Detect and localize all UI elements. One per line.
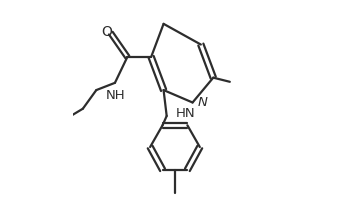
Text: N: N bbox=[198, 96, 208, 108]
Text: O: O bbox=[101, 25, 112, 39]
Text: NH: NH bbox=[106, 89, 126, 102]
Text: HN: HN bbox=[176, 107, 196, 120]
